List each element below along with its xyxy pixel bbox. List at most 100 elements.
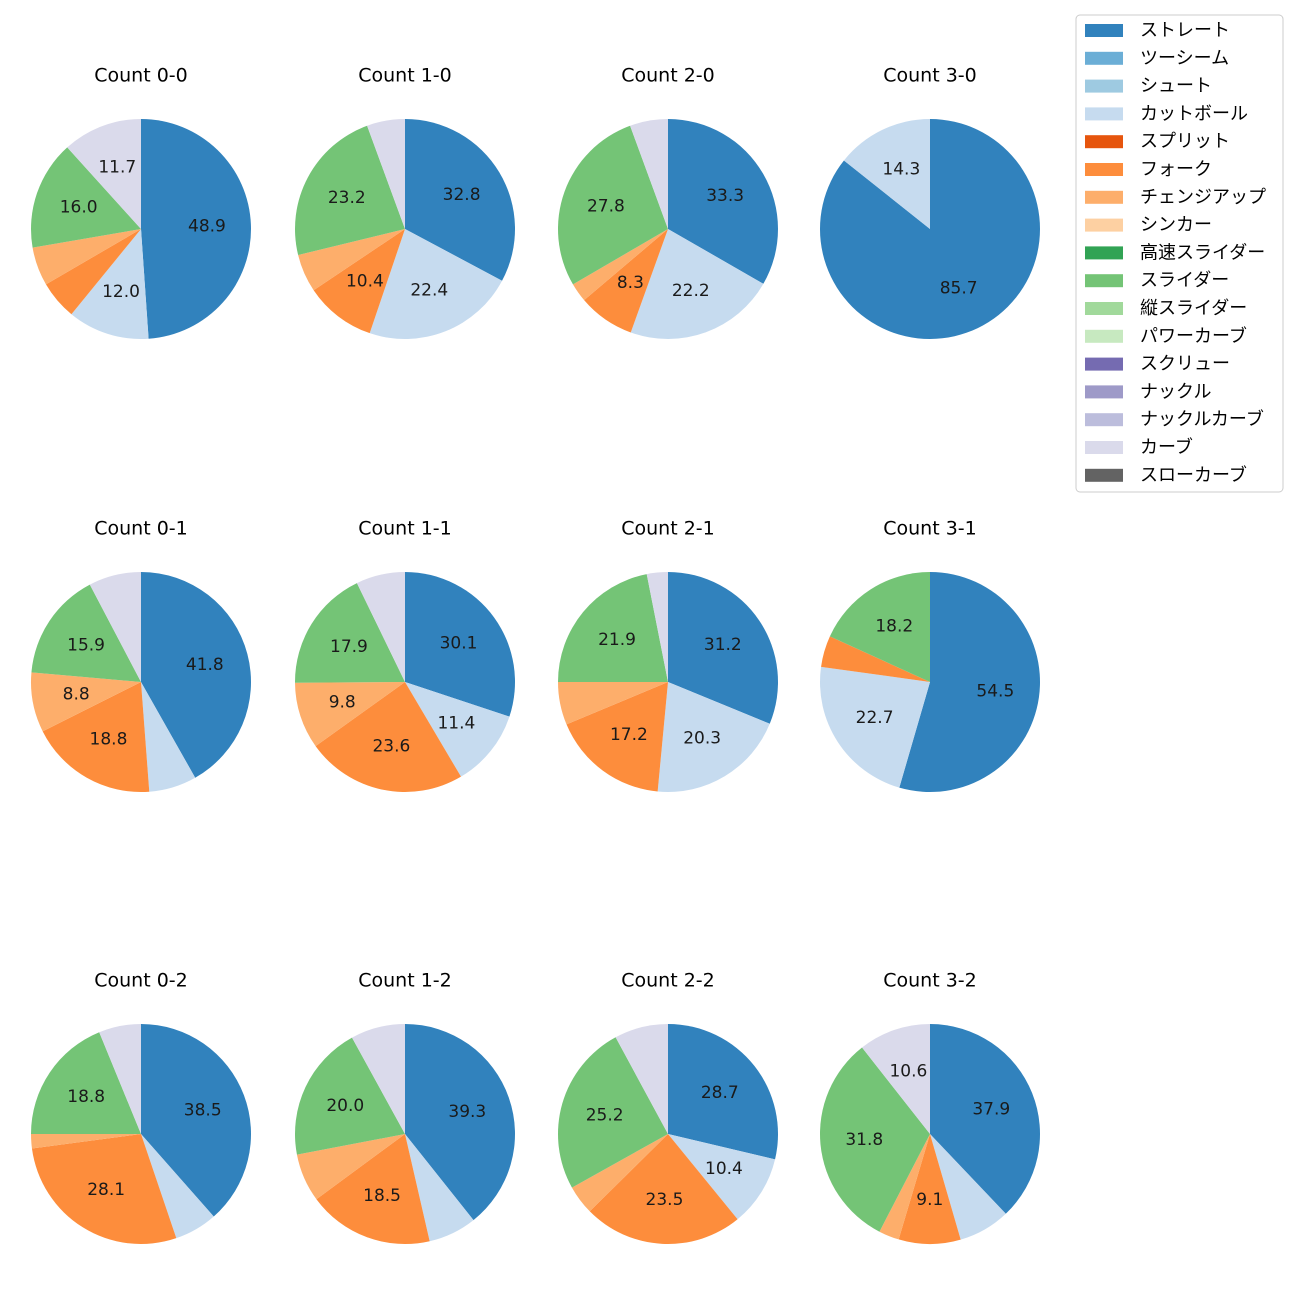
legend-label: カットボール (1140, 103, 1248, 124)
legend-label: カーブ (1140, 436, 1193, 458)
legend-label: ナックルカーブ (1140, 408, 1264, 430)
pie-slice (295, 682, 405, 747)
pie-slice (572, 229, 668, 301)
pie-slice (356, 572, 405, 682)
pie-slice (646, 572, 668, 682)
legend-label: パワーカーブ (1140, 325, 1247, 347)
pie-slice (315, 682, 461, 792)
slice-label: 11.7 (98, 157, 136, 177)
slice-label: 33.3 (706, 186, 744, 206)
legend-label: シュート (1140, 76, 1212, 97)
pie-count-2-2: Count 2-2 28.7 10.4 23.5 25.2 (557, 970, 778, 1244)
pie-slice (668, 119, 778, 284)
legend-swatch (1085, 357, 1123, 371)
pie-slice (584, 229, 668, 333)
pie-title: Count 1-0 (358, 65, 452, 87)
legend-swatch (1085, 135, 1123, 149)
pie-slice (67, 119, 141, 229)
pie-slice (295, 1037, 405, 1155)
legend-label: スプリット (1140, 131, 1230, 152)
pie-slice (558, 574, 668, 682)
slice-label: 41.8 (186, 655, 224, 675)
pie-count-3-2: Count 3-2 37.9 9.1 31.8 10.6 (819, 970, 1040, 1244)
pie-title: Count 1-1 (358, 518, 452, 540)
pie-slice (141, 682, 196, 792)
pie-slice (557, 1037, 668, 1188)
pie-slice (296, 1134, 405, 1200)
slice-label: 32.8 (443, 185, 481, 205)
pie-slice (31, 1032, 141, 1134)
legend-swatch (1085, 51, 1123, 65)
pie-slice (31, 584, 142, 682)
slice-label: 21.9 (598, 630, 636, 650)
pie-slice (295, 125, 405, 256)
pie-slice (829, 572, 930, 682)
pie-slice (405, 1024, 515, 1221)
slice-label: 28.7 (701, 1083, 739, 1103)
slice-label: 16.0 (60, 197, 98, 217)
slice-label: 9.8 (329, 692, 356, 712)
pie-title: Count 2-2 (621, 970, 715, 992)
slice-label: 22.7 (856, 708, 894, 728)
slice-label: 28.1 (87, 1180, 125, 1200)
pie-slice (295, 583, 405, 683)
legend-label: 縦スライダー (1140, 298, 1247, 319)
slice-label: 54.5 (976, 681, 1014, 701)
slice-label: 27.8 (587, 197, 625, 217)
pie-title: Count 0-0 (94, 65, 188, 87)
legend-swatch (1085, 468, 1123, 482)
slice-label: 25.2 (586, 1106, 624, 1126)
pie-title: Count 0-2 (94, 970, 188, 992)
pie-slice (316, 1134, 430, 1245)
pie-slice (367, 119, 405, 229)
slice-label: 18.8 (67, 1087, 105, 1107)
pie-slice (31, 147, 141, 248)
legend-label: ナックル (1140, 381, 1211, 402)
pie-slice (668, 1134, 776, 1220)
pie-slice (405, 572, 515, 717)
slice-label: 12.0 (102, 282, 140, 302)
slice-label: 8.3 (617, 273, 644, 293)
slice-label: 23.2 (328, 188, 366, 208)
pie-slice (141, 1024, 251, 1217)
slice-label: 9.1 (916, 1190, 943, 1210)
pie-slice (558, 125, 668, 285)
legend-swatch (1085, 413, 1123, 427)
legend-label: シンカー (1140, 215, 1212, 236)
legend-frame (1075, 14, 1284, 493)
pie-slice (141, 119, 251, 339)
legend-swatch (1085, 107, 1123, 121)
slice-label: 10.4 (705, 1159, 743, 1179)
slice-label: 22.4 (410, 280, 448, 300)
legend-swatch (1085, 190, 1123, 204)
legend-swatch (1085, 441, 1123, 454)
legend-label: スクリュー (1140, 354, 1230, 375)
pie-slice (630, 119, 668, 229)
slice-label: 85.7 (940, 278, 978, 298)
pie-title: Count 2-1 (621, 518, 715, 540)
pie-slice (930, 1134, 1006, 1240)
pie-slice (369, 229, 503, 339)
pie-slice (899, 572, 1040, 792)
slice-label: 17.2 (610, 725, 648, 745)
pie-count-1-0: Count 1-0 32.8 22.4 10.4 23.2 (295, 65, 515, 339)
pie-slice (298, 229, 405, 291)
slice-label: 48.9 (188, 217, 226, 237)
legend-swatch (1085, 79, 1123, 93)
slice-label: 15.9 (67, 635, 105, 655)
slice-label: 10.4 (346, 271, 384, 291)
slice-label: 18.5 (363, 1186, 401, 1206)
pie-count-0-2: Count 0-2 38.5 28.1 18.8 (31, 970, 251, 1244)
pie-slice (843, 118, 930, 229)
pie-slice (930, 1024, 1040, 1214)
slice-label: 30.1 (440, 633, 478, 653)
pie-slice (615, 1024, 668, 1134)
legend-label: スローカーブ (1140, 464, 1247, 486)
slice-label: 23.5 (646, 1190, 684, 1210)
pie-slice (571, 1134, 668, 1212)
slice-label: 38.5 (184, 1101, 222, 1121)
slice-label: 20.3 (683, 728, 721, 748)
pie-title: Count 2-0 (621, 65, 715, 87)
legend-swatch (1085, 163, 1123, 176)
